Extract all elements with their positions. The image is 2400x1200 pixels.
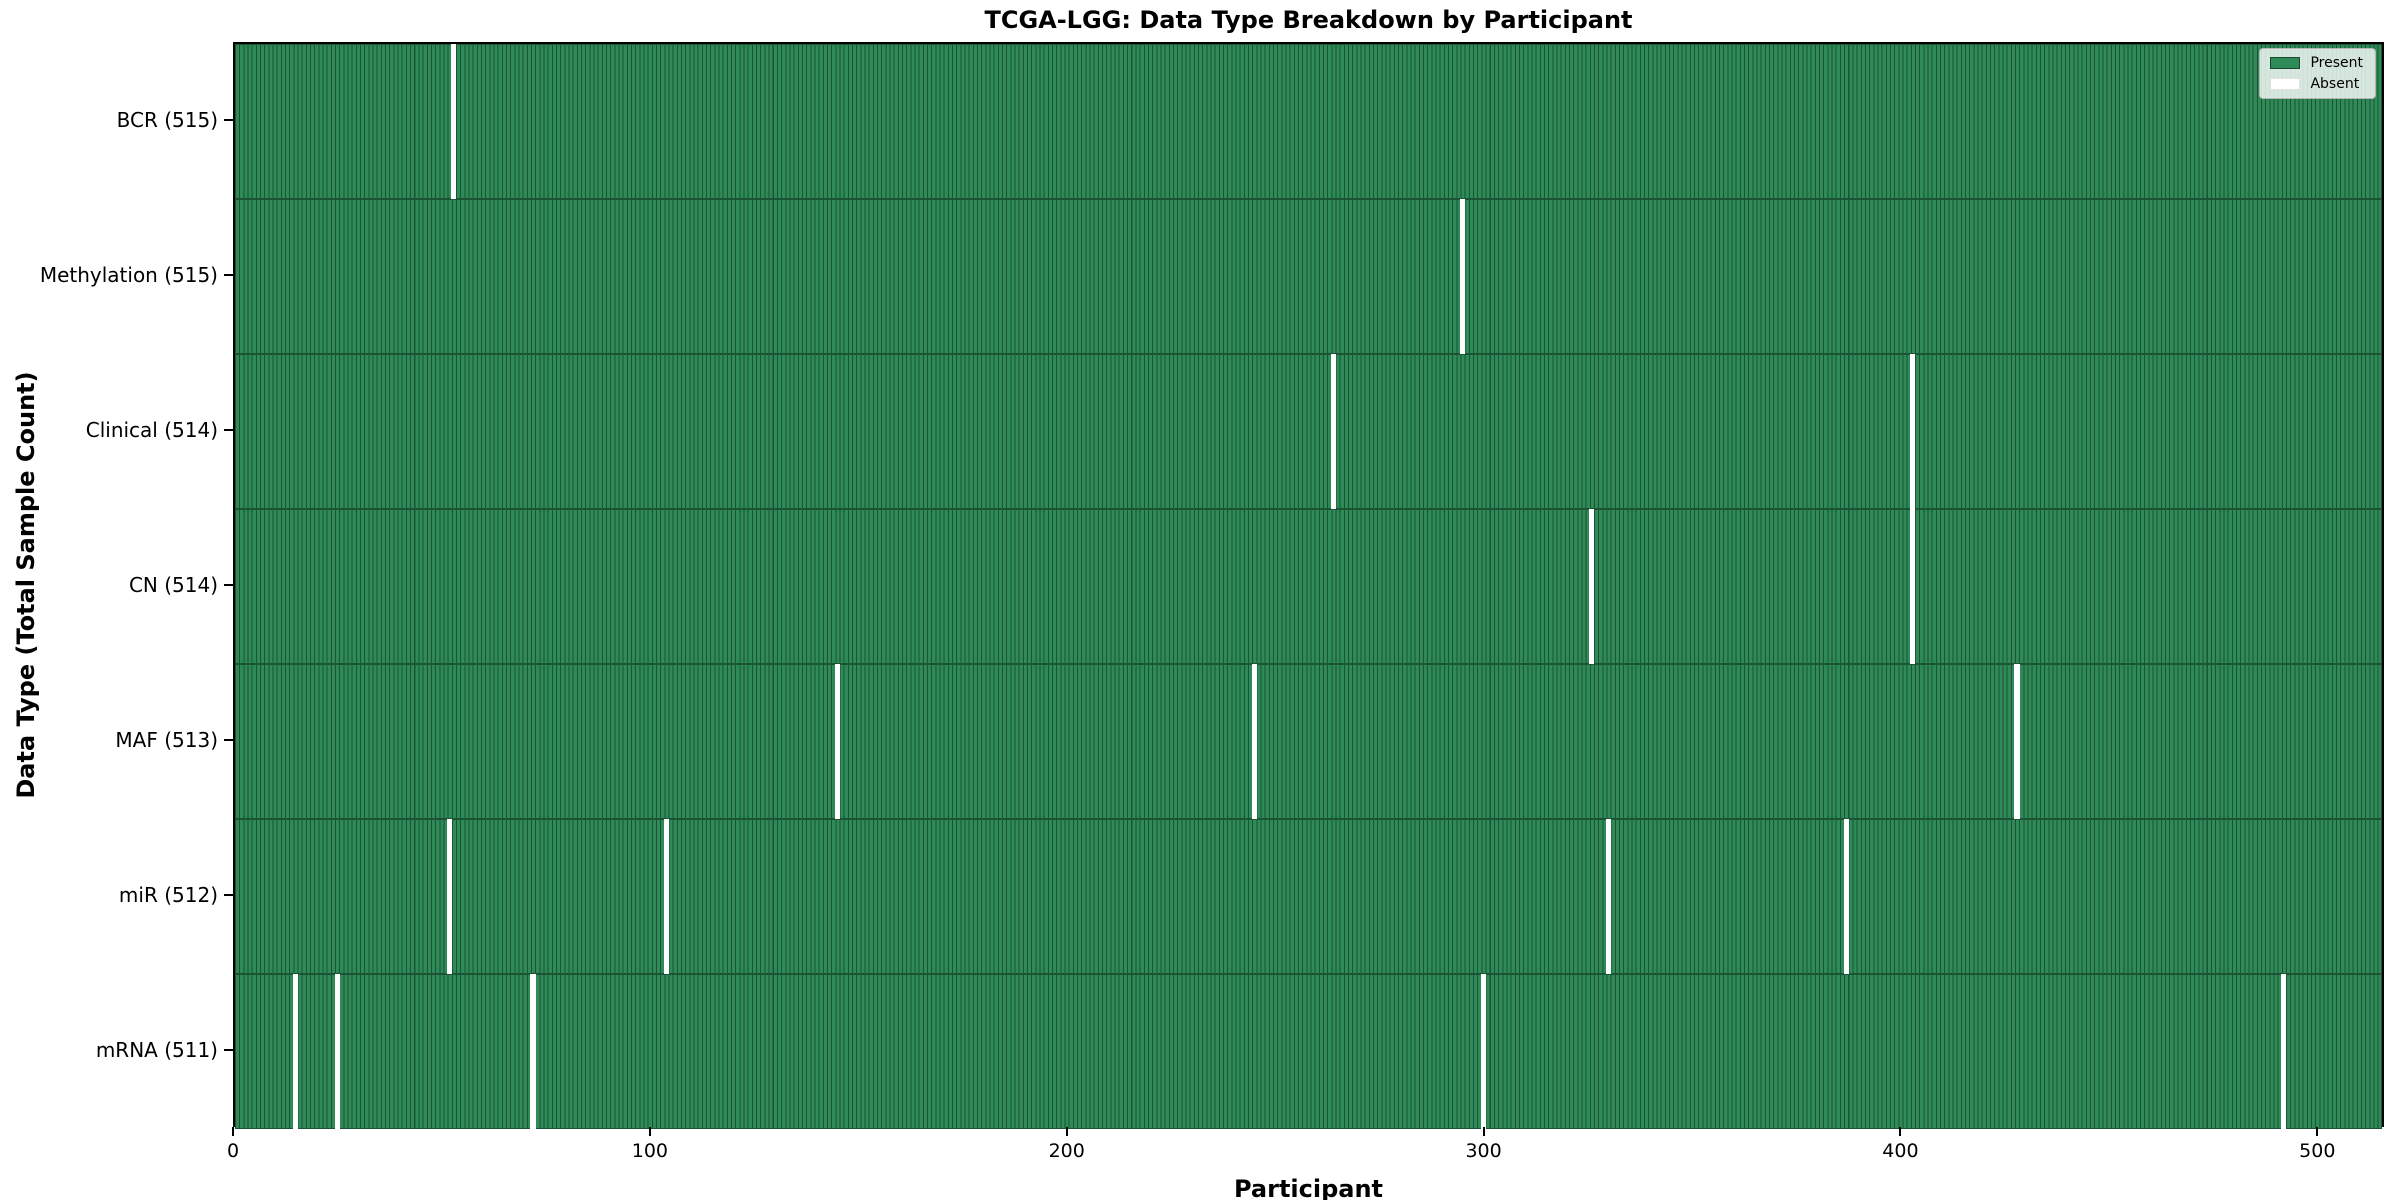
y-tick (224, 738, 233, 741)
absent-gap (1251, 664, 1257, 819)
y-tick (224, 273, 233, 276)
legend-label-present: Present (2310, 55, 2363, 71)
x-tick-label: 500 (2299, 1140, 2336, 1162)
x-tick (1899, 1127, 1902, 1136)
present-swatch-icon (2270, 57, 2301, 69)
absent-swatch-icon (2270, 78, 2301, 90)
row-bar-BCR (235, 44, 2382, 199)
absent-gap (530, 974, 536, 1129)
row-label: MAF (513) (115, 727, 218, 752)
row-label: Clinical (514) (85, 417, 218, 442)
y-tick (224, 118, 233, 121)
absent-gap (292, 974, 299, 1129)
x-tick (1065, 1127, 1068, 1136)
legend-entry-absent: Absent (2270, 77, 2363, 91)
legend: Present Absent (2259, 48, 2376, 99)
y-tick (224, 583, 233, 586)
absent-gap (1605, 819, 1612, 974)
y-tick (224, 428, 233, 431)
absent-gap (663, 819, 670, 974)
legend-entry-present: Present (2270, 56, 2363, 70)
x-tick (1482, 1127, 1485, 1136)
row-bar-Clinical (235, 354, 2382, 509)
x-tick-label: 400 (1882, 1140, 1919, 1162)
row-label: mRNA (511) (95, 1037, 218, 1062)
absent-gap (2014, 664, 2020, 819)
row-bar-miR (235, 819, 2382, 974)
row-bar-MAF (235, 664, 2382, 819)
row-label: BCR (515) (116, 107, 218, 132)
row-label: Methylation (515) (39, 262, 218, 287)
chart-title: TCGA-LGG: Data Type Breakdown by Partici… (984, 6, 1633, 34)
absent-gap (2281, 974, 2287, 1129)
x-axis-title: Participant (1233, 1175, 1384, 1200)
x-tick (232, 1127, 234, 1136)
plot-area (233, 42, 2384, 1129)
legend-label-absent: Absent (2310, 76, 2360, 92)
absent-gap (1589, 509, 1595, 664)
absent-gap (1460, 199, 1466, 354)
x-tick-label: 300 (1465, 1140, 1502, 1162)
row-bar-CN (235, 509, 2382, 664)
absent-gap (451, 44, 457, 199)
absent-gap (334, 974, 340, 1129)
x-tick (648, 1127, 651, 1136)
y-tick (224, 893, 233, 896)
absent-gap (834, 664, 840, 819)
x-tick (2316, 1127, 2319, 1136)
row-bar-mRNA (235, 974, 2382, 1129)
absent-gap (1843, 819, 1849, 974)
row-bar-Methylation (235, 199, 2382, 354)
absent-gap (1480, 974, 1487, 1129)
row-label: CN (514) (128, 572, 218, 597)
absent-gap (447, 819, 453, 974)
absent-gap (1910, 509, 1916, 664)
y-tick (224, 1048, 233, 1051)
absent-gap (1910, 354, 1916, 509)
row-label: miR (512) (118, 882, 218, 907)
x-tick-label: 100 (631, 1140, 668, 1162)
absent-gap (1330, 354, 1336, 509)
x-tick-label: 200 (1048, 1140, 1085, 1162)
x-tick-label: 0 (226, 1140, 240, 1162)
y-axis-title: Data Type (Total Sample Count) (12, 370, 40, 799)
